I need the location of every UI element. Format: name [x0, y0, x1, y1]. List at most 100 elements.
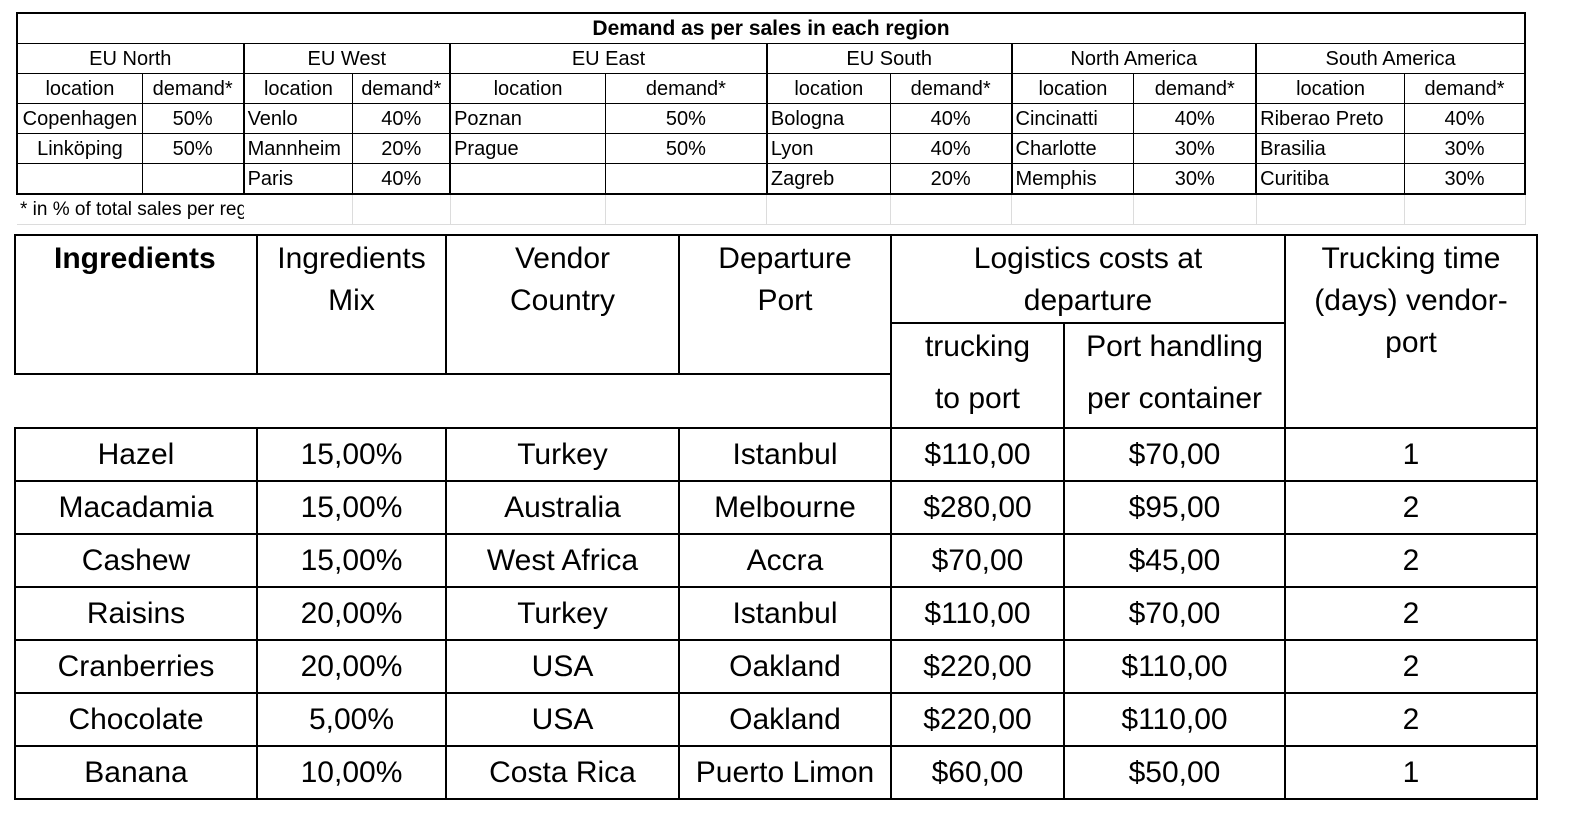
demand-row: Paris 40% Zagreb 20% Memphis 30% Curitiba 30%: [15, 163, 1527, 195]
demand-cell: [604, 163, 768, 195]
location-cell: Prague: [449, 133, 606, 164]
location-cell: Brasilia: [1255, 133, 1406, 164]
table-row: Macadamia 15,00% Australia Melbourne $280,00…: [14, 480, 1538, 535]
header-departure-line2: Port: [757, 284, 813, 317]
ingredient-name: Cashew: [14, 533, 258, 588]
country-cell: West Africa: [445, 533, 680, 588]
demand-cell: [141, 163, 245, 195]
handling-cost-cell: $95,00: [1063, 480, 1286, 535]
header-handling-line1: Port handling: [1063, 322, 1286, 374]
trucking-cost-cell: $110,00: [890, 427, 1065, 482]
location-cell: Bologna: [765, 103, 891, 134]
trucking-days-cell: 2: [1284, 692, 1538, 747]
country-cell: USA: [445, 639, 680, 694]
demand-cell: 40%: [889, 103, 1013, 134]
header-trucking-line2: to port: [890, 374, 1065, 429]
column-location-label: location: [449, 73, 606, 104]
ingredient-name: Chocolate: [14, 692, 258, 747]
country-cell: Turkey: [445, 427, 680, 482]
port-cell: Istanbul: [678, 427, 892, 482]
port-cell: Accra: [678, 533, 892, 588]
header-time-line3: port: [1385, 326, 1437, 359]
mix-cell: 15,00%: [256, 427, 447, 482]
region-name: EU South: [765, 43, 1013, 74]
location-cell: Zagreb: [765, 163, 891, 195]
column-demand-label: demand*: [141, 73, 245, 104]
region-header-row: EU North EU West EU East EU South North Amer…: [16, 43, 1526, 74]
region-name: North America: [1010, 43, 1257, 74]
location-cell: Paris: [242, 163, 354, 195]
handling-cost-cell: $70,00: [1063, 586, 1286, 641]
location-cell: Copenhagen: [15, 103, 143, 134]
header-mix-line2: Mix: [328, 284, 375, 317]
demand-cell: 40%: [352, 103, 451, 134]
trucking-days-cell: 1: [1284, 427, 1538, 482]
location-cell: Curitiba: [1255, 163, 1406, 195]
mix-cell: 10,00%: [256, 745, 447, 800]
column-location-label: location: [1010, 73, 1135, 104]
table-row: Raisins 20,00% Turkey Istanbul $110,00 $70,00…: [14, 586, 1538, 641]
handling-cost-cell: $110,00: [1063, 639, 1286, 694]
handling-cost-cell: $70,00: [1063, 427, 1286, 482]
demand-cell: 30%: [1133, 163, 1257, 195]
column-demand-label: demand*: [604, 73, 768, 104]
header-time-line2: (days) vendor-: [1314, 284, 1508, 317]
trucking-cost-cell: $280,00: [890, 480, 1065, 535]
header-departure: Departure Port: [678, 234, 892, 375]
demand-cell: 50%: [141, 133, 245, 164]
location-cell: Venlo: [242, 103, 354, 134]
table-row: Cranberries 20,00% USA Oakland $220,00 $110,0…: [14, 639, 1538, 694]
header-mix-line1: Ingredients: [277, 242, 426, 275]
location-cell: Poznan: [449, 103, 606, 134]
demand-cell: 50%: [604, 133, 768, 164]
header-trucking-time: Trucking time (days) vendor- port: [1284, 234, 1538, 429]
ingredient-name: Macadamia: [14, 480, 258, 535]
demand-cell: 30%: [1133, 133, 1257, 164]
handling-cost-cell: $45,00: [1063, 533, 1286, 588]
ingredients-body: Hazel 15,00% Turkey Istanbul $110,00 $70,00 1 M…: [14, 427, 1538, 800]
trucking-days-cell: 2: [1284, 639, 1538, 694]
demand-cell: 40%: [1404, 103, 1527, 134]
header-ingredients: Ingredients: [14, 234, 258, 375]
table-row: Hazel 15,00% Turkey Istanbul $110,00 $70,00 1: [14, 427, 1538, 482]
country-cell: Turkey: [445, 586, 680, 641]
demand-cell: 50%: [141, 103, 245, 134]
ingredient-name: Raisins: [14, 586, 258, 641]
table-row: Banana 10,00% Costa Rica Puerto Limon $60,00…: [14, 745, 1538, 800]
demand-cell: 40%: [1133, 103, 1257, 134]
column-location-label: location: [1255, 73, 1406, 104]
location-cell: [449, 163, 606, 195]
header-logistics-line1: Logistics costs at: [973, 242, 1203, 275]
column-location-label: location: [15, 73, 143, 104]
header-logistics-line2: departure: [1023, 284, 1153, 317]
demand-cell: 20%: [352, 133, 451, 164]
mix-cell: 15,00%: [256, 480, 447, 535]
trucking-days-cell: 2: [1284, 480, 1538, 535]
port-cell: Oakland: [678, 692, 892, 747]
demand-cell: 40%: [889, 133, 1013, 164]
trucking-cost-cell: $60,00: [890, 745, 1065, 800]
country-cell: USA: [445, 692, 680, 747]
country-cell: Costa Rica: [445, 745, 680, 800]
table-row: Chocolate 5,00% USA Oakland $220,00 $110,00 2: [14, 692, 1538, 747]
ingredients-table: Ingredients Ingredients Mix Vendor Count…: [14, 234, 1538, 800]
location-cell: [15, 163, 143, 195]
handling-cost-cell: $50,00: [1063, 745, 1286, 800]
location-cell: Linköping: [15, 133, 143, 164]
trucking-cost-cell: $110,00: [890, 586, 1065, 641]
column-demand-label: demand*: [1133, 73, 1257, 104]
ingredient-name: Cranberries: [14, 639, 258, 694]
header-vendor: Vendor Country: [445, 234, 680, 375]
country-cell: Australia: [445, 480, 680, 535]
demand-cell: 30%: [1404, 163, 1527, 195]
header-handling-line2: per container: [1063, 374, 1286, 429]
demand-row: Linköping 50% Mannheim 20% Prague 50% Lyon 40% C…: [15, 133, 1527, 164]
column-header-row: location demand* location demand* location de…: [15, 73, 1527, 104]
location-cell: Mannheim: [242, 133, 354, 164]
location-cell: Riberao Preto: [1255, 103, 1406, 134]
port-cell: Melbourne: [678, 480, 892, 535]
demand-title: Demand as per sales in each region: [16, 12, 1526, 44]
header-mix: Ingredients Mix: [256, 234, 447, 375]
trucking-cost-cell: $220,00: [890, 639, 1065, 694]
demand-table: Demand as per sales in each region EU No…: [15, 12, 1527, 225]
